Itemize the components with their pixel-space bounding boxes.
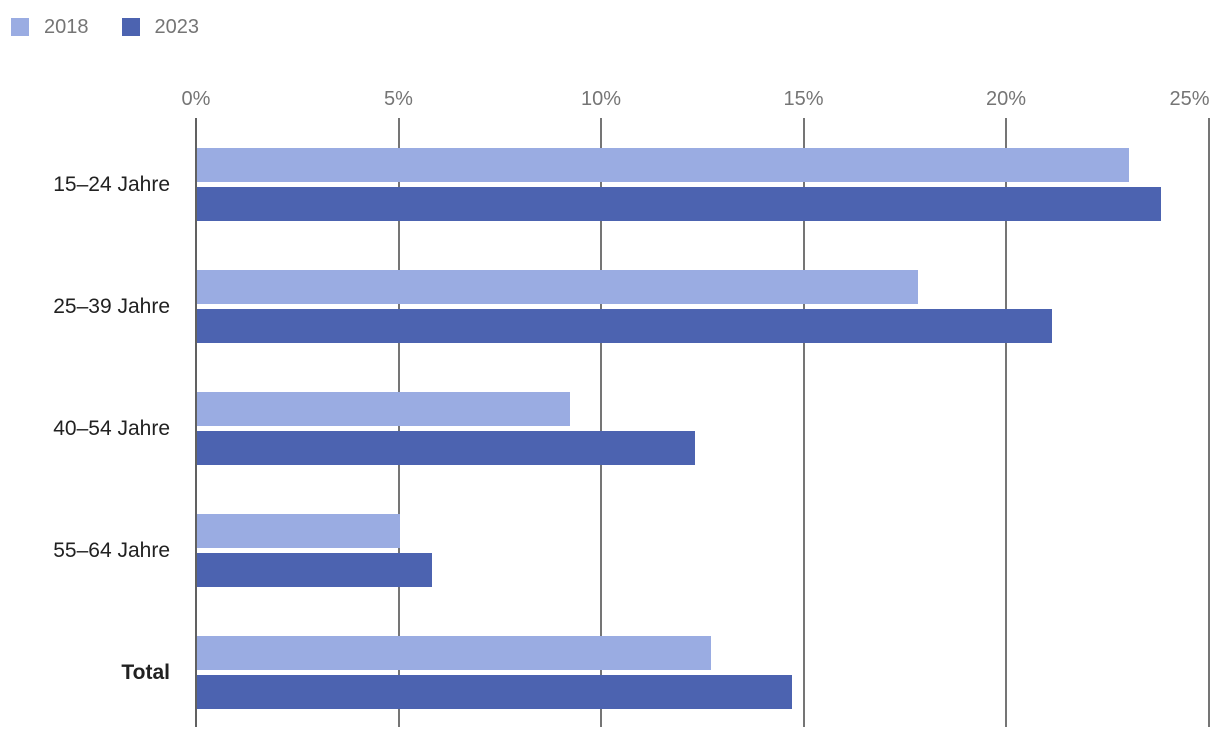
x-tick-label-5: 25% <box>1169 88 1210 110</box>
gridline-5 <box>1207 118 1210 727</box>
category-label-1: 25–39 Jahre <box>53 295 170 318</box>
legend-label-2023: 2023 <box>154 16 200 38</box>
x-tick-label-3: 15% <box>783 88 824 110</box>
category-label-3: 55–64 Jahre <box>53 539 170 562</box>
x-tick-label-2: 10% <box>580 88 622 110</box>
x-tick-label-4: 20% <box>985 88 1027 110</box>
gridline-4 <box>1005 118 1007 727</box>
bar-2018-1 <box>197 270 918 304</box>
bar-2018-3 <box>197 514 400 548</box>
category-label-0: 15–24 Jahre <box>53 173 170 196</box>
bar-2018-2 <box>197 392 570 426</box>
bar-2023-4 <box>197 675 792 709</box>
legend-swatch-2023-icon <box>121 18 140 36</box>
legend-label-2018: 2018 <box>44 16 89 38</box>
chart-legend: 2018 2023 <box>11 16 199 38</box>
legend-item-2018: 2018 <box>11 16 89 38</box>
plot-area <box>195 118 1210 727</box>
bar-2023-2 <box>197 431 695 465</box>
bar-2018-4 <box>197 636 711 670</box>
category-label-4: Total <box>121 661 170 684</box>
bar-2023-3 <box>197 553 432 587</box>
x-tick-label-0: 0% <box>181 88 211 110</box>
axis-baseline <box>195 118 197 727</box>
gridline-3 <box>802 118 805 727</box>
bar-2023-0 <box>197 187 1161 221</box>
category-label-2: 40–54 Jahre <box>53 417 170 440</box>
bar-2023-1 <box>197 309 1052 343</box>
legend-swatch-2018-icon <box>11 18 29 36</box>
x-tick-label-1: 5% <box>384 88 413 110</box>
bar-2018-0 <box>197 148 1129 182</box>
legend-item-2023: 2023 <box>121 16 200 38</box>
gridline-2 <box>600 118 602 727</box>
